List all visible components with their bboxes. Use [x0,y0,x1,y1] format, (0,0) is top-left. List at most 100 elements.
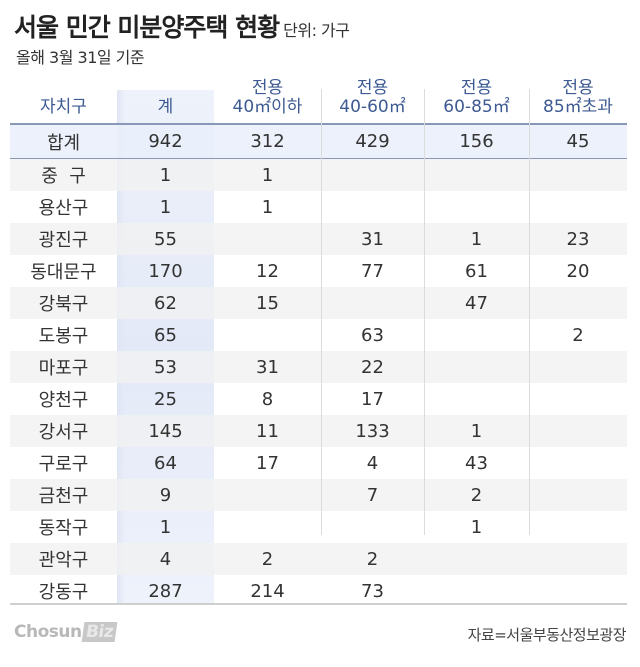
table-row: 강서구 145 11 133 1 [10,415,627,447]
header-label: 전용 [251,78,284,98]
value-cell: 20 [566,260,590,282]
header-label: 계 [157,97,174,117]
value-cell: 55 [154,228,177,250]
header-total: 계 [117,98,214,123]
value-cell: 31 [361,228,384,250]
district-cell: 금천구 [38,486,89,507]
value-cell: 15 [256,292,279,314]
value-cell: 25 [154,388,177,410]
table-row: 동작구 1 1 [10,511,627,543]
value-cell: 47 [465,292,488,314]
header-85-over: 전용 85㎡초과 [529,79,627,123]
value-cell: 8 [261,388,274,410]
value-cell: 22 [361,356,384,378]
value-cell: 61 [465,260,488,282]
district-cell: 양천구 [38,390,89,411]
page-title: 서울 민간 미분양주택 현황 단위: 가구 [14,8,350,44]
district-cell: 동대문구 [30,262,97,283]
value-cell: 11 [256,420,279,442]
table-bottom-border [10,603,627,605]
value-cell: 1 [261,196,274,218]
value-cell: 145 [148,420,183,442]
table-row: 동대문구 170 12 77 61 20 [10,255,627,287]
column-divider [321,89,322,535]
value-cell: 1 [261,164,274,186]
value-cell: 2 [261,548,274,570]
district-cell: 관악구 [38,550,89,571]
district-cell: 광진구 [38,230,89,251]
value-cell: 4 [159,548,172,570]
value-cell: 1 [470,228,483,250]
district-cell: 용산구 [38,198,89,219]
district-cell: 강동구 [38,582,89,603]
value-cell: 1 [159,196,172,218]
value-cell: 214 [250,580,285,602]
value-cell: 429 [355,131,390,152]
district-cell: 강북구 [38,294,89,315]
value-cell: 7 [366,484,379,506]
logo-biz-mark: Biz [81,622,118,642]
column-divider [424,89,425,535]
table-row: 강북구 62 15 47 [10,287,627,319]
district-cell: 강서구 [38,422,89,443]
district-cell: 합계 [46,132,81,154]
table-row: 마포구 53 31 22 [10,351,627,383]
district-cell: 구로구 [38,454,89,475]
value-cell: 9 [159,484,172,506]
value-cell: 2 [366,548,379,570]
value-cell: 17 [256,452,279,474]
chosunbiz-logo: Chosun Biz [14,622,118,642]
table-row: 양천구 25 8 17 [10,383,627,415]
header-label: 60-85㎡ [443,97,510,117]
table-row: 관악구 4 2 2 [10,543,627,575]
value-cell: 12 [256,260,279,282]
header-label: 40-60㎡ [339,97,406,117]
table-header-row: 자치구 계 전용 40㎡이하 전용 40-60㎡ 전용 60-85㎡ 전용 85㎡초과 [10,70,627,123]
value-cell: 2 [470,484,483,506]
table-row: 중 구 1 1 [10,159,627,191]
value-cell: 23 [566,228,590,250]
header-60-85: 전용 60-85㎡ [424,79,529,123]
value-cell: 43 [465,452,488,474]
district-cell: 도봉구 [38,326,89,347]
table-row: 강동구 287 214 73 [10,575,627,607]
table-row: 금천구 9 7 2 [10,479,627,511]
header-label: 전용 [460,78,493,98]
value-cell: 77 [361,260,384,282]
source-credit: 자료=서울부동산정보광장 [467,626,627,644]
header-40-under: 전용 40㎡이하 [214,79,321,123]
value-cell: 17 [361,388,384,410]
value-cell: 62 [154,292,177,314]
value-cell: 65 [154,324,177,346]
title-text: 서울 민간 미분양주택 현황 [14,13,280,42]
value-cell: 1 [159,164,172,186]
total-row: 합계 942 312 429 156 45 [10,123,627,159]
header-district: 자치구 [10,98,117,123]
column-divider [529,89,530,535]
subtitle: 올해 3월 31일 기준 [16,48,145,67]
table-body: 중 구 1 1 용산구 1 1 광진구 55 31 1 23 동대문구 170 12 77 61 20 강북구 62… [10,159,627,607]
district-cell: 마포구 [38,358,89,379]
header-label: 전용 [356,78,389,98]
district-cell: 중 구 [41,166,86,187]
logo-text: Chosun [14,622,82,642]
value-cell: 1 [159,516,172,538]
header-40-60: 전용 40-60㎡ [321,79,424,123]
value-cell: 1 [470,420,483,442]
value-cell: 1 [470,516,483,538]
value-cell: 2 [572,324,584,346]
header-label: 85㎡초과 [543,97,613,117]
value-cell: 287 [148,580,183,602]
value-cell: 53 [154,356,177,378]
header-label: 40㎡이하 [232,97,303,117]
table-row: 구로구 64 17 4 43 [10,447,627,479]
table-row: 광진구 55 31 1 23 [10,223,627,255]
value-cell: 4 [366,452,379,474]
value-cell: 73 [361,580,384,602]
value-cell: 170 [148,260,183,282]
value-cell: 942 [148,131,183,152]
value-cell: 45 [566,131,590,152]
unit-label: 단위: 가구 [283,21,350,40]
value-cell: 64 [154,452,177,474]
data-table: 자치구 계 전용 40㎡이하 전용 40-60㎡ 전용 60-85㎡ 전용 85㎡초과 … [10,70,627,607]
